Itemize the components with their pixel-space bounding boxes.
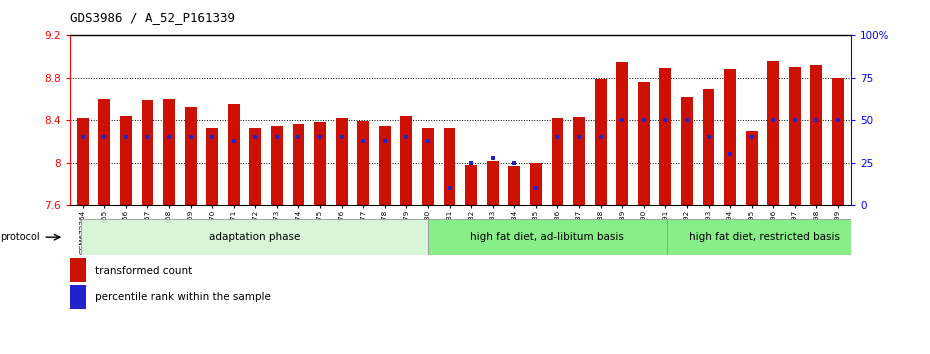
- Bar: [509, 166, 520, 205]
- Bar: [573, 117, 585, 205]
- Point: [765, 118, 780, 123]
- Bar: [810, 65, 822, 205]
- Point: [830, 118, 845, 123]
- Text: GDS3986 / A_52_P161339: GDS3986 / A_52_P161339: [70, 11, 234, 24]
- Bar: [70, 258, 86, 282]
- Point: [528, 185, 543, 191]
- Bar: [702, 88, 714, 205]
- Point: [744, 135, 759, 140]
- Point: [118, 135, 133, 140]
- Text: protocol: protocol: [0, 232, 40, 242]
- Bar: [357, 121, 369, 205]
- Point: [162, 135, 177, 140]
- Point: [205, 135, 219, 140]
- Bar: [617, 62, 628, 205]
- Bar: [141, 100, 153, 205]
- Bar: [70, 285, 86, 309]
- Bar: [314, 122, 326, 205]
- Bar: [293, 124, 304, 205]
- Bar: [77, 118, 88, 205]
- Bar: [336, 118, 348, 205]
- Bar: [638, 82, 650, 205]
- Bar: [724, 69, 736, 205]
- Bar: [206, 128, 219, 205]
- Point: [485, 155, 500, 161]
- Bar: [228, 104, 240, 205]
- Text: high fat diet, ad-libitum basis: high fat diet, ad-libitum basis: [471, 232, 624, 242]
- Bar: [681, 97, 693, 205]
- Text: transformed count: transformed count: [95, 266, 193, 276]
- Bar: [163, 99, 175, 205]
- Point: [658, 118, 672, 123]
- Point: [701, 135, 716, 140]
- Bar: [551, 118, 564, 205]
- Point: [356, 138, 371, 144]
- Text: percentile rank within the sample: percentile rank within the sample: [95, 292, 271, 302]
- Bar: [379, 126, 391, 205]
- Point: [593, 135, 608, 140]
- Bar: [659, 68, 671, 205]
- Text: adaptation phase: adaptation phase: [208, 232, 299, 242]
- Bar: [667, 219, 862, 255]
- Bar: [81, 219, 428, 255]
- Bar: [422, 128, 434, 205]
- Point: [248, 135, 263, 140]
- Point: [226, 138, 241, 144]
- Point: [97, 135, 112, 140]
- Bar: [401, 116, 412, 205]
- Bar: [444, 128, 456, 205]
- Bar: [789, 67, 801, 205]
- Bar: [428, 219, 667, 255]
- Bar: [249, 128, 261, 205]
- Bar: [99, 99, 111, 205]
- Point: [270, 135, 285, 140]
- Point: [312, 135, 327, 140]
- Point: [399, 135, 414, 140]
- Bar: [465, 165, 477, 205]
- Bar: [271, 126, 283, 205]
- Point: [464, 160, 479, 166]
- Bar: [594, 79, 606, 205]
- Point: [680, 118, 695, 123]
- Bar: [746, 131, 758, 205]
- Point: [183, 135, 198, 140]
- Point: [291, 135, 306, 140]
- Text: high fat diet, restricted basis: high fat diet, restricted basis: [688, 232, 840, 242]
- Bar: [120, 116, 132, 205]
- Point: [615, 118, 630, 123]
- Point: [572, 135, 587, 140]
- Point: [334, 135, 349, 140]
- Point: [788, 118, 803, 123]
- Point: [809, 118, 824, 123]
- Bar: [486, 161, 498, 205]
- Point: [75, 135, 90, 140]
- Point: [507, 160, 522, 166]
- Bar: [185, 107, 196, 205]
- Point: [636, 118, 651, 123]
- Point: [550, 135, 565, 140]
- Point: [140, 135, 155, 140]
- Bar: [530, 163, 542, 205]
- Bar: [767, 61, 779, 205]
- Point: [378, 138, 392, 144]
- Bar: [832, 78, 844, 205]
- Point: [420, 138, 435, 144]
- Point: [723, 152, 737, 157]
- Point: [442, 185, 457, 191]
